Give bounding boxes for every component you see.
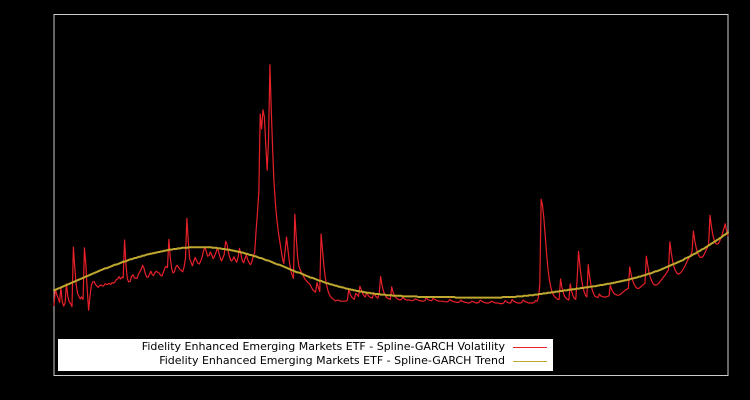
legend-swatch-volatility xyxy=(513,346,547,348)
legend-entry-volatility[interactable]: Fidelity Enhanced Emerging Markets ETF -… xyxy=(58,340,553,354)
series-line-volatility xyxy=(53,64,729,311)
legend-entry-trend[interactable]: Fidelity Enhanced Emerging Markets ETF -… xyxy=(58,354,553,368)
plot-frame xyxy=(53,14,729,376)
legend-label-volatility: Fidelity Enhanced Emerging Markets ETF -… xyxy=(141,340,505,353)
data-series-group xyxy=(53,64,729,311)
legend-swatch-trend xyxy=(513,360,547,362)
chart-legend[interactable]: Fidelity Enhanced Emerging Markets ETF -… xyxy=(58,339,553,371)
legend-label-trend: Fidelity Enhanced Emerging Markets ETF -… xyxy=(159,354,505,367)
series-line-trend xyxy=(53,231,729,299)
